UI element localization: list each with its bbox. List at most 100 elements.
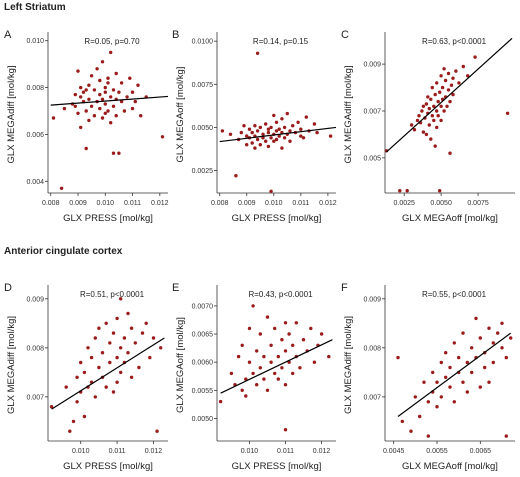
data-point-d [159,346,163,350]
stats-annotation-d: R=0.51, p<0.0001 [80,290,145,299]
x-tick-label-d: 0.011 [109,448,126,455]
data-point-c [439,74,443,78]
data-point-a [125,95,129,99]
data-point-a [130,90,135,94]
data-point-b [264,139,268,143]
data-point-b [266,130,271,135]
data-point-f [422,380,426,384]
data-point-d [126,311,130,316]
regression-line-c [386,37,513,153]
data-point-f [435,405,439,409]
panel-label-b: B [172,29,179,41]
x-tick-label-a: 0.010 [97,200,115,207]
x-tick-label-a: 0.012 [151,200,169,207]
data-point-a [84,109,88,113]
data-point-a [114,114,118,118]
data-point-a [81,90,86,94]
section-title-anterior-cingulate-cortex: Anterior cingulate cortex [4,246,123,257]
data-point-c [421,130,426,134]
x-tick-label-a: 0.009 [69,200,87,207]
data-point-e [312,360,317,364]
data-point-a [136,83,140,87]
data-point-a [89,74,94,78]
data-point-c [430,114,434,118]
data-point-f [504,434,508,438]
data-point-b [280,117,284,121]
data-point-a [95,67,99,71]
data-point-c [457,81,461,85]
data-point-d [100,351,105,355]
data-point-c [461,64,465,69]
data-point-e [309,326,313,331]
data-point-d [104,385,108,389]
y-tick-label-a: 0.008 [26,85,44,92]
data-point-c [429,137,433,141]
data-point-b [242,124,246,128]
y-tick-label-e: 0.0060 [192,360,214,367]
data-point-b [274,137,279,142]
data-point-d [86,346,90,350]
data-point-c [449,83,454,87]
data-point-f [491,360,495,365]
data-point-b [228,132,233,136]
data-point-b [258,125,262,130]
panel-label-f: F [341,282,348,294]
data-point-f [439,395,443,399]
data-point-d [144,321,148,325]
data-point-f [418,414,422,419]
data-point-a [106,81,110,85]
data-point-a [73,92,78,97]
data-point-c [436,99,440,104]
data-point-e [294,321,298,325]
data-point-c [412,128,417,132]
x-tick-label-a: 0.008 [42,200,60,207]
data-point-e [229,371,234,376]
data-point-a [73,104,78,109]
x-tick-label-c: 0.0025 [393,200,415,207]
data-point-e [240,388,244,392]
data-point-a [98,78,102,83]
data-point-c [417,114,421,118]
y-tick-label-f: 0.007 [363,394,381,401]
data-point-c [424,132,429,137]
data-point-a [106,76,110,80]
data-point-e [255,383,259,387]
data-point-a [109,50,113,55]
data-point-a [111,151,116,155]
data-point-b [245,134,249,138]
data-point-f [465,390,469,394]
data-point-e [262,377,266,381]
data-point-a [128,76,132,80]
data-point-f [470,346,474,350]
data-point-a [59,186,64,190]
data-point-c [442,109,446,113]
data-point-e [236,354,241,359]
data-point-e [240,343,244,347]
data-point-f [487,380,491,384]
panel-label-d: D [4,282,12,294]
data-point-c [438,90,442,94]
section-title-left-striatum: Left Striatum [4,2,66,13]
y-tick-label-c: 0.005 [363,155,381,162]
data-point-f [478,336,482,340]
data-point-c [439,118,443,123]
data-point-d [93,395,98,399]
data-point-f [396,355,400,360]
x-tick-label-c: 0.0075 [467,200,489,207]
y-tick-label-c: 0.009 [363,62,381,69]
data-point-b [250,130,254,135]
data-point-f [461,380,465,384]
data-point-c [454,69,458,73]
data-point-b [269,189,273,193]
data-point-a [119,99,124,104]
data-point-a [160,135,165,139]
data-point-b [255,51,260,55]
x-tick-label-d: 0.010 [72,448,90,455]
data-point-f [457,355,461,360]
data-point-b [266,144,271,149]
y-axis-title-d: GLX MEGAdiff [mol/kg] [6,316,17,414]
data-point-f [448,385,452,389]
data-point-b [296,120,300,125]
data-point-a [139,114,143,118]
